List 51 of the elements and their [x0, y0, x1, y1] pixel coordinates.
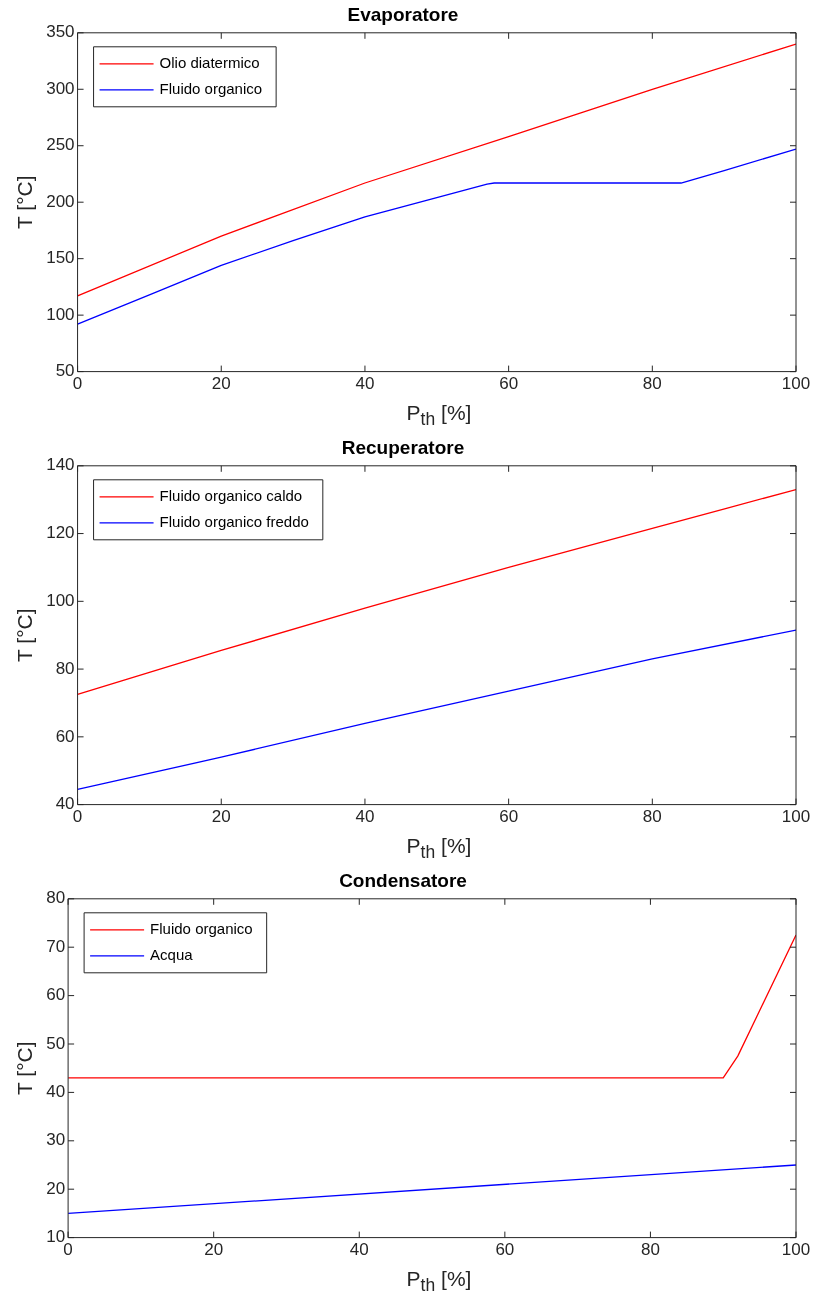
x-tick-label: 80	[640, 1240, 660, 1260]
y-tick-label: 40	[46, 1082, 66, 1102]
x-tick-label: 20	[211, 374, 231, 394]
chart-title: Recuperatore	[341, 436, 465, 458]
y-tick-label: 150	[46, 248, 75, 268]
x-tick-label: 60	[499, 807, 519, 827]
y-tick-label: 50	[46, 1033, 66, 1053]
y-tick-label: 250	[46, 135, 75, 155]
y-axis-title: T [°C]	[13, 608, 37, 662]
y-tick-label: 140	[46, 455, 75, 475]
y-tick-label: 120	[46, 523, 75, 543]
legend-label: Fluido organico	[159, 79, 263, 97]
x-tick-label: 40	[349, 1240, 369, 1260]
x-tick-label: 0	[72, 807, 83, 827]
legend-label: Fluido organico caldo	[159, 486, 303, 504]
x-tick-label: 40	[355, 374, 375, 394]
x-axis-title: P$_{th}$ [%]	[405, 833, 473, 865]
y-tick-label: 80	[46, 888, 66, 908]
x-tick-label: 40	[355, 807, 375, 827]
chart-title: Evaporatore	[347, 3, 459, 25]
y-tick-label: 70	[46, 936, 66, 956]
legend-label: Olio diatermico	[159, 53, 260, 71]
y-tick-label: 30	[46, 1130, 66, 1150]
chart-title: Condensatore	[339, 869, 467, 891]
x-tick-label: 0	[63, 1240, 73, 1260]
x-tick-label: 100	[781, 374, 811, 394]
x-axis-title: P$_{th}$ [%]	[405, 400, 473, 432]
legend-label: Acqua	[150, 945, 194, 963]
legend-label: Fluido organico freddo	[159, 512, 309, 530]
x-tick-label: 100	[781, 807, 811, 827]
y-tick-label: 20	[46, 1178, 66, 1198]
x-tick-label: 80	[642, 807, 662, 827]
y-axis-title: T [°C]	[13, 175, 37, 229]
y-tick-label: 200	[46, 191, 75, 211]
x-tick-label: 20	[204, 1240, 224, 1260]
y-tick-label: 60	[55, 726, 75, 746]
x-tick-label: 20	[211, 807, 231, 827]
x-tick-label: 60	[499, 374, 519, 394]
x-axis-title: P$_{th}$ [%]	[405, 1266, 473, 1298]
y-axis-title: T [°C]	[13, 1041, 37, 1095]
y-tick-label: 100	[46, 304, 75, 324]
x-tick-label: 60	[495, 1240, 515, 1260]
y-tick-label: 100	[46, 591, 75, 611]
y-tick-label: 80	[55, 658, 75, 678]
y-tick-label: 60	[46, 985, 66, 1005]
x-tick-label: 100	[781, 1240, 811, 1260]
legend-label: Fluido organico	[150, 919, 253, 937]
y-tick-label: 300	[46, 78, 75, 98]
x-tick-label: 80	[642, 374, 662, 394]
x-tick-label: 0	[72, 374, 83, 394]
y-tick-label: 350	[46, 22, 75, 42]
